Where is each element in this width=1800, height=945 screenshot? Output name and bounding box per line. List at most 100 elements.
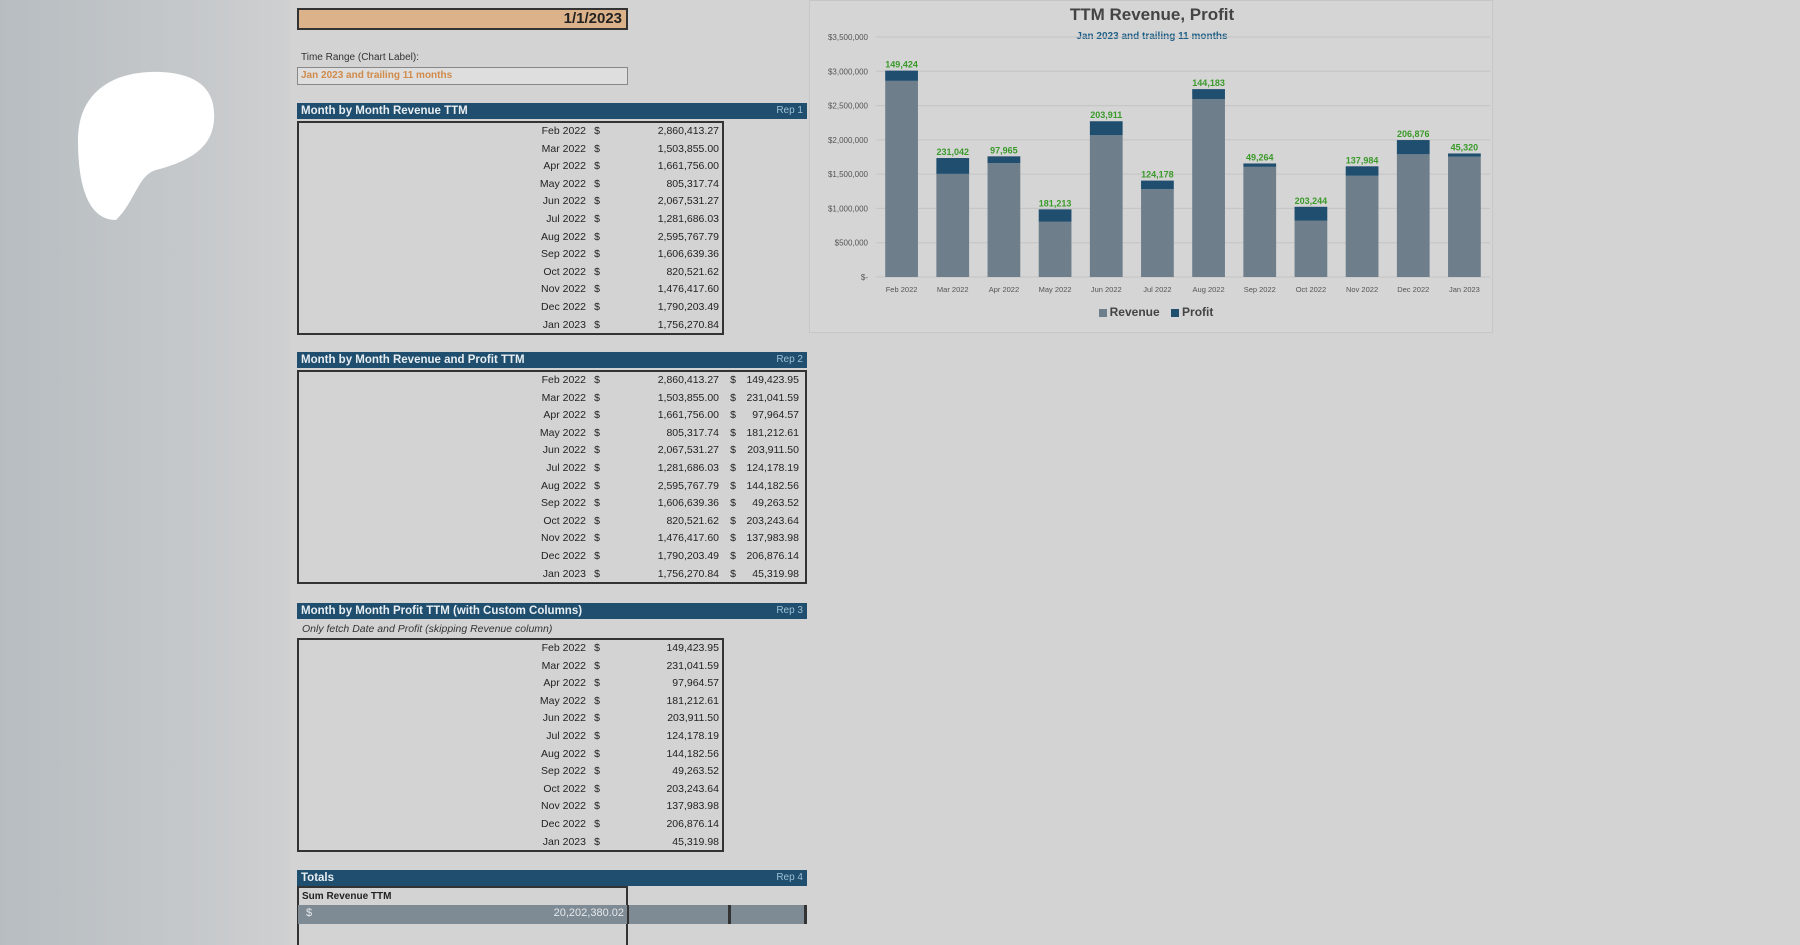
table-row[interactable]: Apr 2022 $97,964.57 [299,675,722,693]
revenue-bar[interactable] [1089,135,1123,277]
profit-bar[interactable] [1448,153,1481,157]
month-cell: Nov 2022 [541,532,586,545]
revenue-bar[interactable] [1192,99,1225,278]
table-row[interactable]: Sep 2022 $1,606,639.36 $49,263.52 [299,495,805,513]
revenue-bar[interactable] [1448,156,1481,277]
currency-cell: $ [730,444,736,457]
table-row[interactable]: Mar 2022 $1,503,855.00 [299,141,722,159]
revenue-bar[interactable] [885,80,918,277]
revenue-bar[interactable] [1396,154,1430,277]
table-row[interactable]: Apr 2022 $1,661,756.00 [299,158,722,176]
table-row[interactable]: Aug 2022 $2,595,767.79 [299,229,722,247]
time-range-label: Time Range (Chart Label): [301,52,420,63]
table-row[interactable]: Oct 2022 $203,243.64 [299,781,722,799]
table-row[interactable]: Mar 2022 $231,041.59 [299,658,722,676]
profit-ttm-table: Feb 2022 $149,423.95 Mar 2022 $231,041.59 Ap… [297,638,724,852]
profit-bar[interactable] [1192,89,1225,100]
profit-cell: 97,964.57 [752,409,799,422]
legend-revenue-swatch [1098,308,1107,317]
table-row[interactable]: Dec 2022 $1,790,203.49 $206,876.14 [299,548,805,566]
profit-bar[interactable] [1396,140,1430,155]
month-cell: Sep 2022 [541,497,586,510]
rep-tag: Rep 4 [776,872,803,883]
table-row[interactable]: Nov 2022 $1,476,417.60 [299,281,722,299]
time-range-value[interactable]: Jan 2023 and trailing 11 months [297,67,628,85]
table-row[interactable]: Jan 2023 $1,756,270.84 [299,317,722,335]
month-cell: Oct 2022 [543,782,586,795]
currency-cell: $ [730,549,736,562]
currency-cell: $ [594,747,600,760]
month-cell: Oct 2022 [543,514,586,527]
totals-row[interactable] [298,905,807,924]
table-row[interactable]: Feb 2022 $2,860,413.27 [299,123,722,141]
table-row[interactable]: Jul 2022 $1,281,686.03 $124,178.19 [299,460,805,478]
table-row[interactable]: Dec 2022 $206,876.14 [299,816,722,834]
table-row[interactable]: Jul 2022 $124,178.19 [299,728,722,746]
currency-cell: $ [594,567,600,580]
profit-cell: 231,041.59 [746,391,799,404]
data-label: 206,876 [1397,129,1430,139]
data-label: 203,244 [1295,196,1328,206]
ttm-chart[interactable]: TTM Revenue, Profit Jan 2023 and trailin… [809,0,1493,333]
table-row[interactable]: Dec 2022 $1,790,203.49 [299,299,722,317]
revenue-bar[interactable] [936,173,970,277]
table-row[interactable]: Sep 2022 $1,606,639.36 [299,246,722,264]
profit-bar[interactable] [1243,163,1277,167]
month-cell: Dec 2022 [541,300,586,313]
start-date-input[interactable]: 1/1/2023 [297,8,628,30]
table-row[interactable]: Jun 2022 $2,067,531.27 [299,193,722,211]
table-row[interactable]: Aug 2022 $144,182.56 [299,746,722,764]
table-row[interactable]: Aug 2022 $2,595,767.79 $144,182.56 [299,478,805,496]
table-row[interactable]: Feb 2022 $2,860,413.27 $149,423.95 [299,372,805,390]
revenue-cell: 1,281,686.03 [657,212,719,225]
table-row[interactable]: Nov 2022 $1,476,417.60 $137,983.98 [299,530,805,548]
currency-cell: $ [730,426,736,439]
revenue-bar[interactable] [1141,189,1174,277]
table-row[interactable]: May 2022 $805,317.74 [299,176,722,194]
month-cell: Jan 2023 [542,318,586,331]
table-row[interactable]: Feb 2022 $149,423.95 [299,640,722,658]
profit-bar[interactable] [1294,206,1328,221]
profit-cell: 124,178.19 [666,729,719,742]
table-row[interactable]: Oct 2022 $820,521.62 $203,243.64 [299,513,805,531]
data-label: 45,320 [1451,142,1479,152]
table-row[interactable]: May 2022 $181,212.61 [299,693,722,711]
month-cell: Apr 2022 [543,677,586,690]
revenue-bar[interactable] [987,163,1021,277]
profit-bar[interactable] [987,156,1021,164]
table-row[interactable]: Jun 2022 $2,067,531.27 $203,911.50 [299,442,805,460]
profit-bar[interactable] [1038,209,1072,222]
profit-bar[interactable] [1089,121,1123,136]
revenue-bar[interactable] [1345,175,1379,277]
y-tick-label: $3,500,000 [828,33,869,42]
profit-bar[interactable] [885,70,918,81]
currency-cell: $ [594,782,600,795]
table-row[interactable]: Apr 2022 $1,661,756.00 $97,964.57 [299,407,805,425]
data-label: 149,424 [885,60,918,70]
table-row[interactable]: Oct 2022 $820,521.62 [299,264,722,282]
app-logo-icon [78,71,215,220]
profit-bar[interactable] [1141,180,1174,190]
table-row[interactable]: Jan 2023 $45,319.98 [299,834,722,852]
revenue-bar[interactable] [1038,221,1072,277]
table-row[interactable]: Jun 2022 $203,911.50 [299,710,722,728]
currency-cell: $ [730,532,736,545]
rep-tag: Rep 3 [776,605,803,616]
table-row[interactable]: Sep 2022 $49,263.52 [299,763,722,781]
table-row[interactable]: Jul 2022 $1,281,686.03 [299,211,722,229]
revenue-cell: 1,756,270.84 [657,567,719,580]
currency-cell: $ [594,212,600,225]
profit-bar[interactable] [1345,166,1379,176]
y-tick-label: $2,500,000 [828,102,869,111]
profit-bar[interactable] [936,158,970,174]
profit-cell: 124,178.19 [746,461,799,474]
table-row[interactable]: Jan 2023 $1,756,270.84 $45,319.98 [299,566,805,584]
revenue-cell: 2,860,413.27 [657,374,719,386]
revenue-cell: 1,281,686.03 [657,461,719,474]
revenue-bar[interactable] [1243,166,1277,277]
month-cell: Jul 2022 [546,729,586,742]
revenue-bar[interactable] [1294,220,1328,277]
table-row[interactable]: Nov 2022 $137,983.98 [299,798,722,816]
table-row[interactable]: May 2022 $805,317.74 $181,212.61 [299,425,805,443]
table-row[interactable]: Mar 2022 $1,503,855.00 $231,041.59 [299,390,805,408]
